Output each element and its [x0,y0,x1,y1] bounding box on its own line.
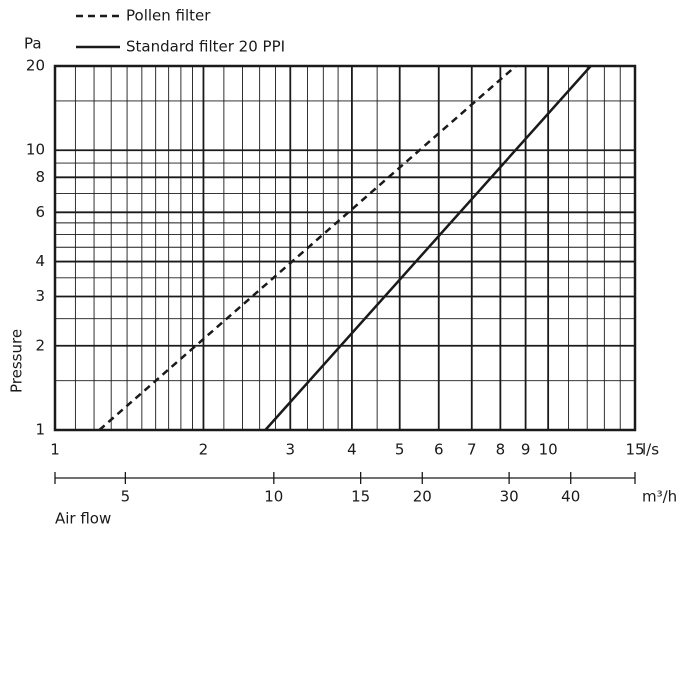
x2-unit: m³/h [642,488,677,506]
x-tick-label: 7 [467,441,477,459]
line-series [264,65,592,431]
x-unit: l/s [642,441,659,459]
y-tick-label: 1 [35,421,45,439]
x-tick-label: 6 [434,441,444,459]
x-tick-label: 5 [395,441,405,459]
x-tick-label: 4 [347,441,357,459]
x-tick-label: 2 [199,441,209,459]
y-tick-label: 2 [35,336,45,354]
y-tick-label: 8 [35,168,45,186]
y-tick-label: 20 [26,57,45,75]
x-tick-label: 15 [625,441,644,459]
x2-tick-label: 10 [264,488,283,506]
y-tick-label: 4 [35,252,45,270]
x-tick-label: 9 [521,441,531,459]
y-tick-label: 10 [26,141,45,159]
x2-tick-label: 20 [413,488,432,506]
x-tick-label: 1 [50,441,60,459]
x-tick-label: 3 [286,441,296,459]
x2-tick-label: 15 [351,488,370,506]
y-tick-label: 6 [35,203,45,221]
x2-tick-label: 40 [561,488,580,506]
y-unit: Pa [24,35,42,53]
y-tick-label: 3 [35,287,45,305]
x-tick-label: 10 [539,441,558,459]
legend-label: Standard filter 20 PPI [126,38,285,56]
plot-frame [53,64,637,432]
legend-label: Pollen filter [126,7,211,25]
x2-tick-label: 30 [500,488,519,506]
y-axis-label: Pressure [8,329,26,393]
x2-tick-label: 5 [121,488,131,506]
x2-axis-label: Air flow [55,510,111,528]
line-series [98,65,517,431]
x-tick-label: 8 [496,441,506,459]
